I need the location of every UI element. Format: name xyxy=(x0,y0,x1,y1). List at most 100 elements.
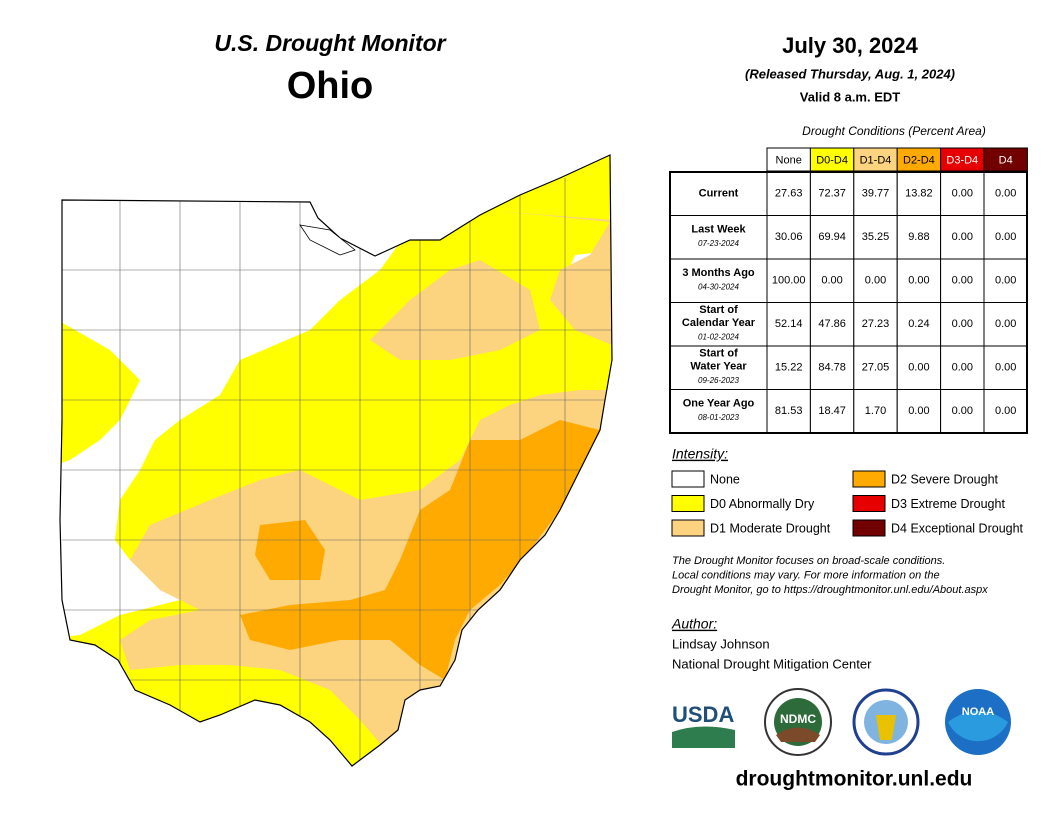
table-border xyxy=(669,171,1028,434)
value-cell xyxy=(853,258,898,303)
value: 72.37 xyxy=(818,188,846,200)
row-label-cell xyxy=(669,215,768,260)
release-date: (Released Thursday, Aug. 1, 2024) xyxy=(745,66,955,81)
legend-swatch xyxy=(852,470,886,488)
column-header: D1-D4 xyxy=(860,154,892,166)
legend-swatch xyxy=(671,519,705,537)
author-heading: Author: xyxy=(671,616,717,632)
value: 39.77 xyxy=(862,188,890,200)
row-date: 01-02-2024 xyxy=(698,332,739,341)
row-label: Current xyxy=(699,188,739,200)
author-org: National Drought Mitigation Center xyxy=(672,656,872,671)
value: 0.00 xyxy=(952,188,973,200)
value: 0.00 xyxy=(865,275,886,287)
legend-title: Intensity: xyxy=(672,446,728,462)
value: 52.14 xyxy=(775,318,803,330)
value: 30.06 xyxy=(775,231,803,243)
value: 0.00 xyxy=(952,405,973,417)
row-label-cell xyxy=(669,258,768,303)
row-label: 3 Months Ago xyxy=(682,267,755,279)
doc-seal xyxy=(852,688,920,756)
column-header: D0-D4 xyxy=(816,154,848,166)
author-name: Lindsay Johnson xyxy=(672,636,770,651)
value-cell xyxy=(853,215,898,260)
table-caption: Drought Conditions (Percent Area) xyxy=(802,124,986,138)
value-cell xyxy=(809,302,855,347)
title: U.S. Drought Monitor xyxy=(214,30,446,56)
value: 0.00 xyxy=(952,362,973,374)
value-cell xyxy=(896,389,942,434)
value: 0.00 xyxy=(995,188,1016,200)
value: 0.00 xyxy=(908,362,929,374)
ndmc-text: NDMC xyxy=(780,712,816,726)
row-label: Last Week xyxy=(691,224,746,236)
value: 0.00 xyxy=(952,231,973,243)
value: 0.00 xyxy=(952,318,973,330)
value: 27.63 xyxy=(775,188,803,200)
value: 9.88 xyxy=(908,231,929,243)
value: 15.22 xyxy=(775,362,803,374)
value: 1.70 xyxy=(865,405,886,417)
value-cell xyxy=(853,389,898,434)
legend-swatch xyxy=(671,470,705,488)
value: 0.00 xyxy=(908,275,929,287)
value-cell xyxy=(940,389,985,434)
none-area xyxy=(60,155,500,640)
value: 18.47 xyxy=(818,405,846,417)
conditions-table: None D0-D4 D1-D4 D2-D4 D3-D4 D4 Current 27.63 72… xyxy=(669,147,1028,434)
value: 84.78 xyxy=(818,362,846,374)
row-date: 08-01-2023 xyxy=(698,413,739,422)
legend-swatch xyxy=(852,495,886,512)
column-header: None xyxy=(776,154,802,166)
value-cell xyxy=(940,345,985,390)
county-lines xyxy=(62,178,612,760)
map-date: July 30, 2024 xyxy=(782,33,919,58)
valid-time: Valid 8 a.m. EDT xyxy=(800,89,900,104)
value-cell xyxy=(983,258,1028,303)
row-label-cell xyxy=(669,389,768,434)
note-line: The Drought Monitor focuses on broad-sca… xyxy=(672,555,945,567)
row-date: 04-30-2024 xyxy=(698,282,739,291)
legend-label: D4 Exceptional Drought xyxy=(891,521,1024,535)
row-label: Calendar Year xyxy=(682,317,756,329)
value: 47.86 xyxy=(818,318,846,330)
value-cell xyxy=(896,258,942,303)
value: 0.00 xyxy=(908,405,929,417)
row-label: Water Year xyxy=(690,361,747,373)
value: 13.82 xyxy=(905,188,933,200)
value-cell xyxy=(809,258,855,303)
value: 0.00 xyxy=(952,275,973,287)
value: 27.05 xyxy=(862,362,890,374)
value: 0.00 xyxy=(995,318,1016,330)
value-cell xyxy=(766,171,811,216)
value: 69.94 xyxy=(818,231,846,243)
value-cell xyxy=(940,215,985,260)
note-line: Drought Monitor, go to https://droughtmo… xyxy=(672,584,988,596)
usda-text: USDA xyxy=(672,702,734,727)
note: The Drought Monitor focuses on broad-sca… xyxy=(672,555,988,596)
value: 0.24 xyxy=(908,318,929,330)
legend: None D0 Abnormally Dry D1 Moderate Drought… xyxy=(671,470,1024,537)
row-date: 09-26-2023 xyxy=(698,376,739,385)
column-header: D2-D4 xyxy=(903,154,935,166)
value: 35.25 xyxy=(862,231,890,243)
value-cell xyxy=(983,389,1028,434)
value: 0.00 xyxy=(995,362,1016,374)
d0-area-west xyxy=(60,310,140,470)
value-cell xyxy=(896,171,942,216)
note-line: Local conditions may vary. For more info… xyxy=(672,569,940,581)
value: 0.00 xyxy=(995,231,1016,243)
website: droughtmonitor.unl.edu xyxy=(736,768,973,791)
value-cell xyxy=(940,171,985,216)
ndmc-logo: NDMC xyxy=(764,688,832,756)
ohio-map xyxy=(60,155,612,766)
value-cell xyxy=(809,215,855,260)
value-cell xyxy=(896,345,942,390)
value: 0.00 xyxy=(995,405,1016,417)
usda-logo: USDA xyxy=(672,702,735,748)
legend-label: D3 Extreme Drought xyxy=(891,497,1005,511)
value: 0.00 xyxy=(821,275,842,287)
column-header: D3-D4 xyxy=(946,154,978,166)
legend-label: D1 Moderate Drought xyxy=(710,521,831,535)
